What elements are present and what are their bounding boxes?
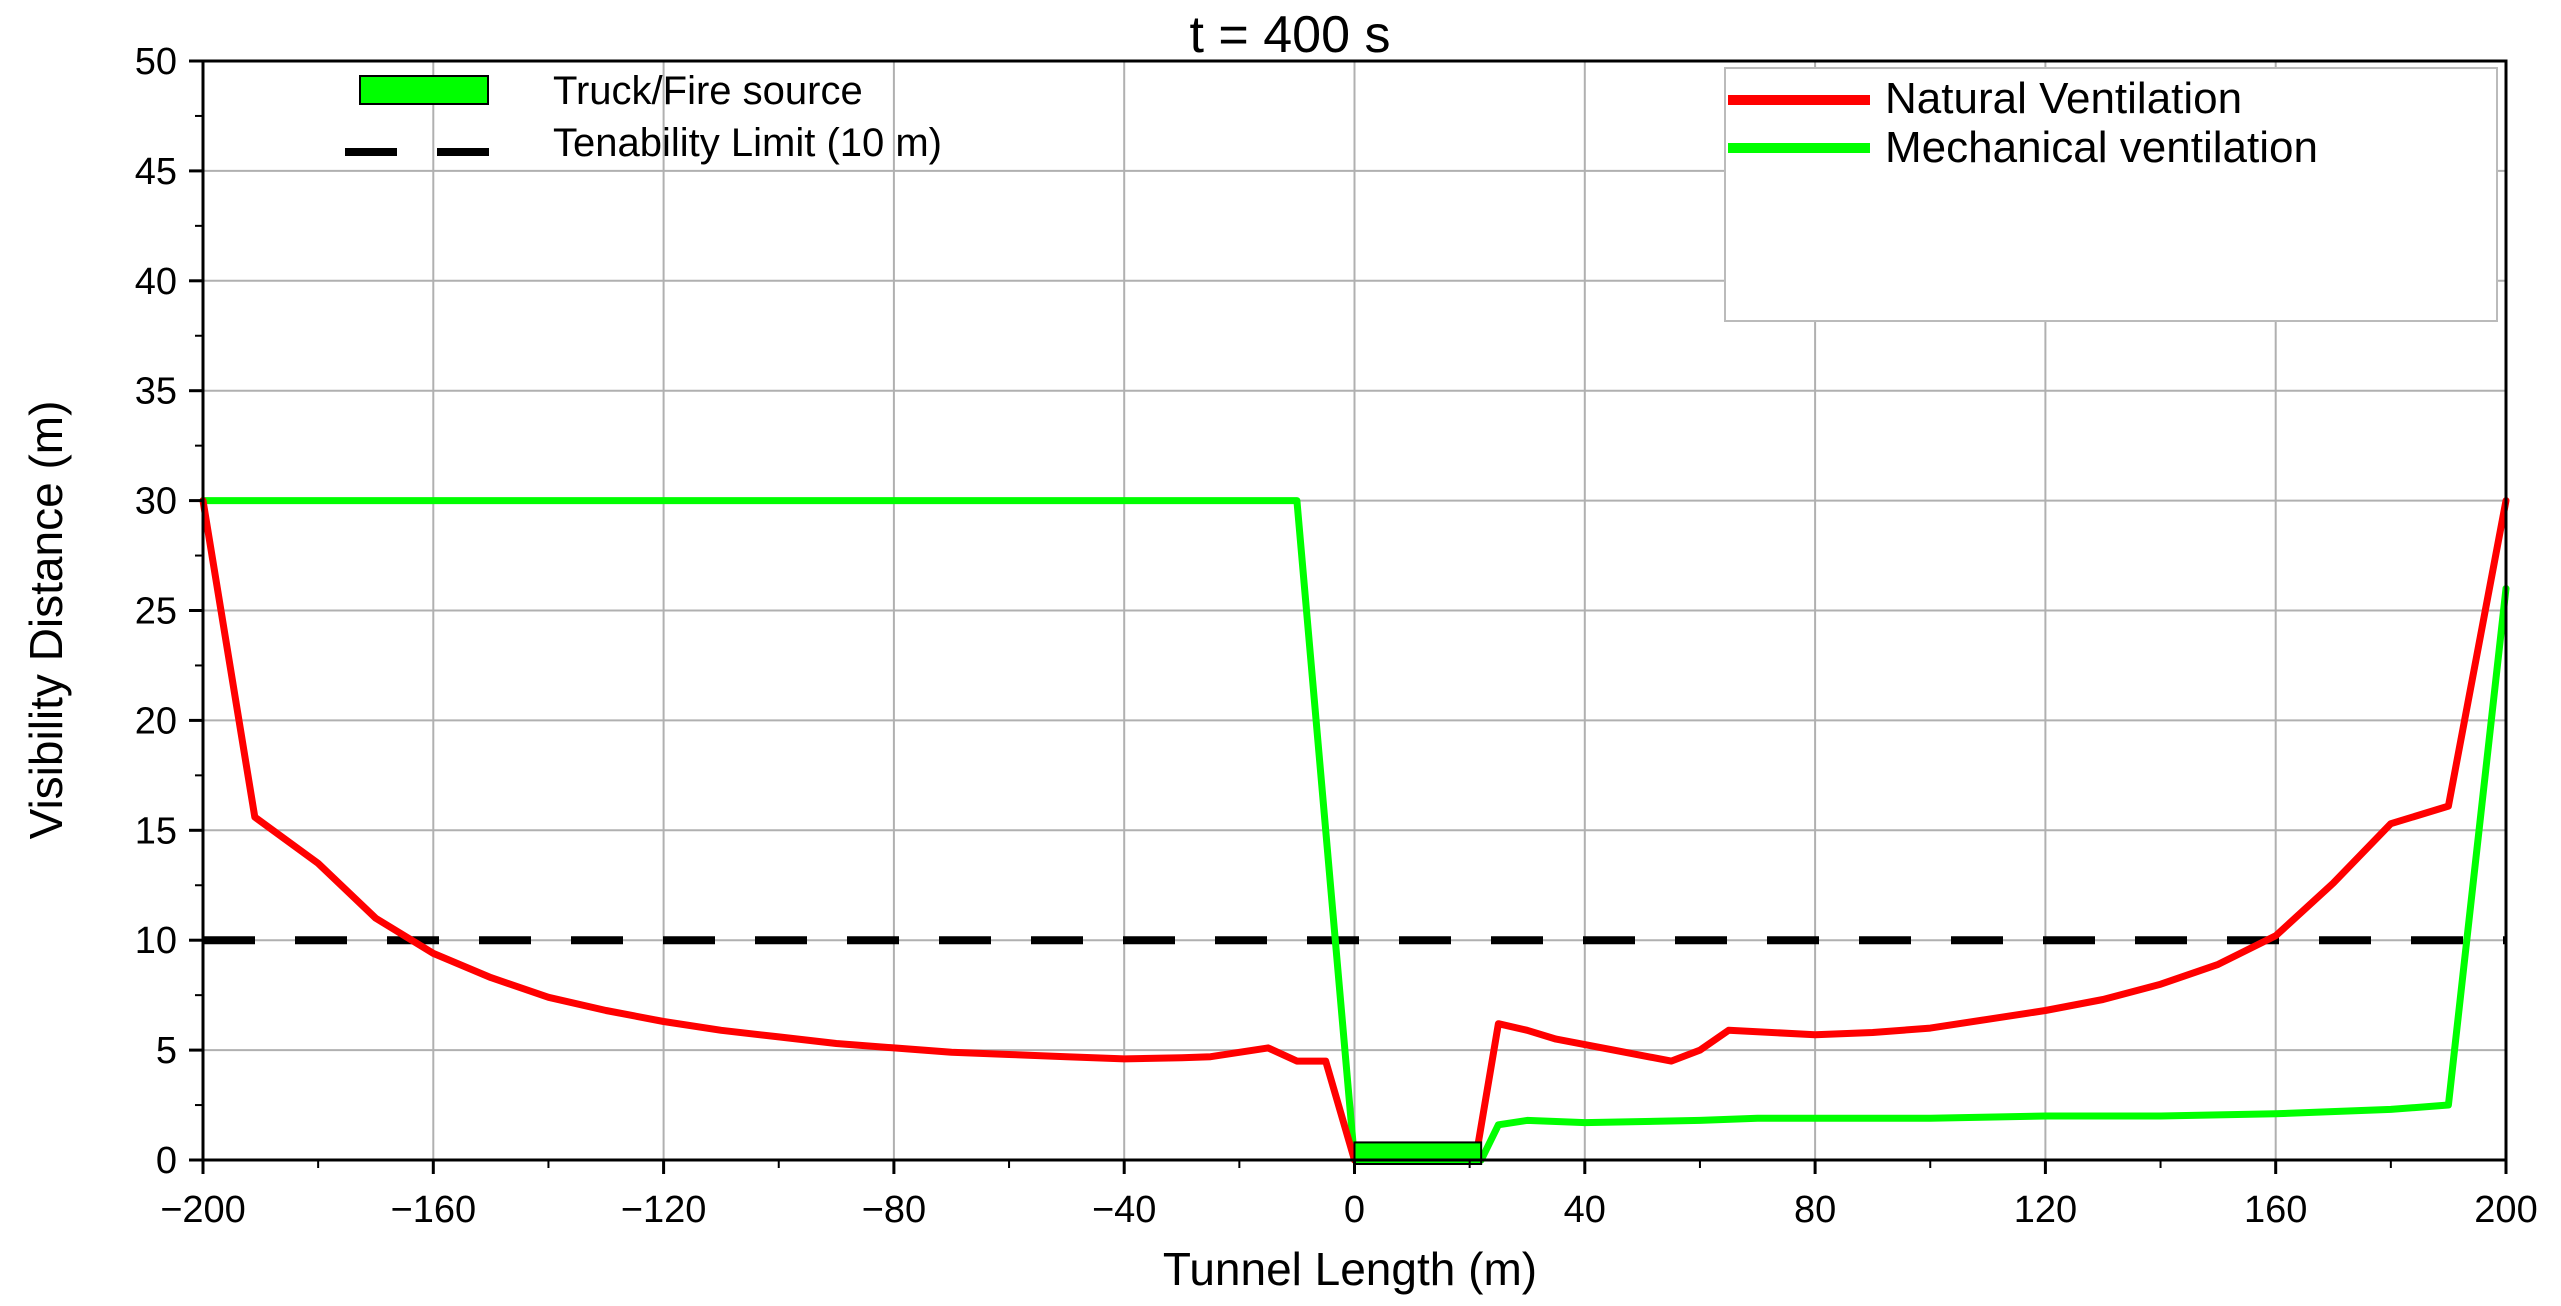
legend-natural-label: Natural Ventilation (1885, 74, 2242, 123)
series-natural-ventilation-line (199, 497, 2510, 1164)
y-tick-label: 5 (156, 1030, 177, 1072)
tick-labels: −200 −160 −120 −80 −40 0 40 80 120 160 200 0 5 10 15 20… (135, 41, 2538, 1231)
legend-left: Truck/Fire source Tenability Limit (10 m… (345, 69, 942, 165)
x-tick-label: 80 (1794, 1189, 1836, 1231)
axis-ticks (189, 59, 2508, 1174)
y-tick-label: 30 (135, 481, 177, 523)
legend-fire-source-swatch (359, 75, 489, 105)
x-tick-label: −80 (862, 1189, 926, 1231)
y-tick-label: 0 (156, 1140, 177, 1182)
y-tick-label: 35 (135, 371, 177, 413)
legend-fire-source-label: Truck/Fire source (553, 69, 863, 113)
y-tick-label: 15 (135, 810, 177, 852)
x-tick-label: 160 (2244, 1189, 2307, 1231)
x-tick-label: 0 (1344, 1189, 1365, 1231)
legend-right: Natural Ventilation Mechanical ventilati… (1724, 67, 2498, 322)
legend-tenability-label: Tenability Limit (10 m) (553, 121, 942, 165)
y-tick-label: 50 (135, 41, 177, 83)
x-tick-label: 200 (2474, 1189, 2537, 1231)
x-tick-label: 120 (2014, 1189, 2077, 1231)
y-tick-label: 10 (135, 920, 177, 962)
x-tick-label: −40 (1092, 1189, 1156, 1231)
y-tick-label: 45 (135, 151, 177, 193)
y-tick-label: 20 (135, 700, 177, 742)
x-axis-title: Tunnel Length (m) (1163, 1243, 1537, 1295)
y-tick-label: 40 (135, 261, 177, 303)
chart-title: t = 400 s (1190, 6, 1391, 64)
x-tick-label: −160 (391, 1189, 477, 1231)
x-tick-label: 40 (1564, 1189, 1606, 1231)
legend-right-box (1724, 67, 2498, 322)
y-tick-label: 25 (135, 591, 177, 633)
y-axis-title: Visibility Distance (m) (20, 401, 72, 840)
legend-mechanical-label: Mechanical ventilation (1885, 123, 2318, 172)
x-tick-label: −200 (160, 1189, 246, 1231)
x-tick-label: −120 (621, 1189, 707, 1231)
